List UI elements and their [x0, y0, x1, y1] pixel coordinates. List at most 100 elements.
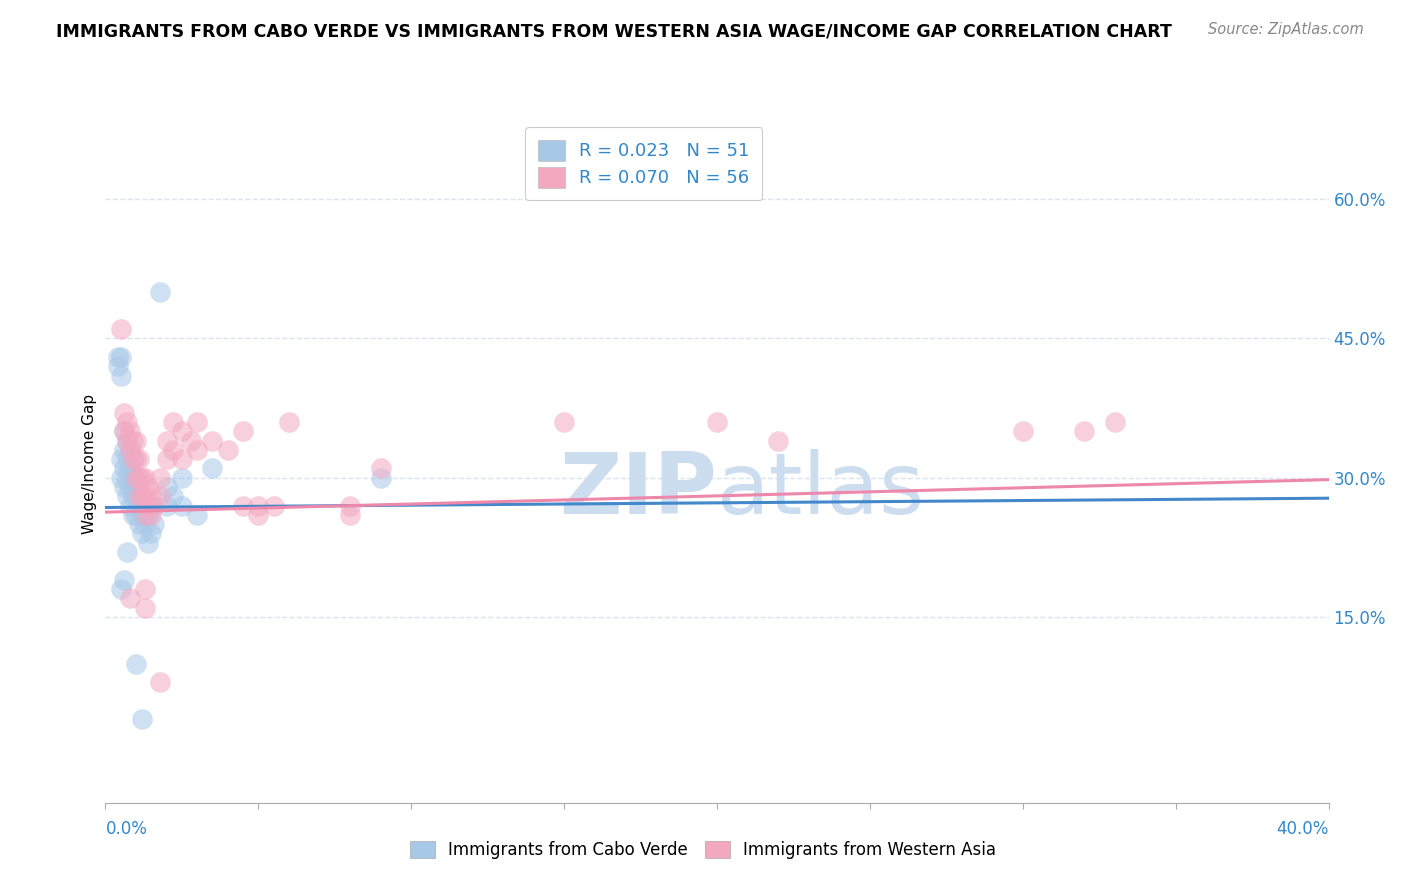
Point — [110, 350, 132, 364]
Point — [110, 582, 132, 597]
Point — [125, 508, 148, 522]
Point — [125, 471, 148, 485]
Point — [141, 526, 163, 541]
Point — [706, 415, 728, 429]
Point — [118, 461, 141, 475]
Point — [186, 415, 208, 429]
Point — [136, 480, 159, 494]
Point — [232, 425, 254, 439]
Point — [122, 452, 145, 467]
Point — [128, 471, 150, 485]
Point — [115, 452, 138, 467]
Point — [107, 350, 129, 364]
Point — [232, 499, 254, 513]
Point — [768, 434, 790, 448]
Point — [180, 434, 202, 448]
Point — [155, 434, 177, 448]
Point — [141, 489, 163, 503]
Point — [149, 471, 172, 485]
Text: atlas: atlas — [717, 450, 925, 533]
Point — [136, 535, 159, 549]
Point — [143, 517, 166, 532]
Point — [217, 442, 239, 457]
Point — [247, 499, 270, 513]
Point — [118, 442, 141, 457]
Text: 0.0%: 0.0% — [105, 820, 148, 838]
Point — [115, 471, 138, 485]
Point — [136, 499, 159, 513]
Point — [143, 499, 166, 513]
Point — [112, 406, 135, 420]
Point — [553, 415, 575, 429]
Point — [128, 480, 150, 494]
Point — [162, 489, 184, 503]
Text: Source: ZipAtlas.com: Source: ZipAtlas.com — [1208, 22, 1364, 37]
Point — [370, 471, 392, 485]
Legend: Immigrants from Cabo Verde, Immigrants from Western Asia: Immigrants from Cabo Verde, Immigrants f… — [402, 833, 1004, 868]
Point — [134, 600, 156, 615]
Point — [370, 461, 392, 475]
Point — [128, 517, 150, 532]
Text: ZIP: ZIP — [560, 450, 717, 533]
Point — [201, 434, 224, 448]
Point — [122, 471, 145, 485]
Point — [118, 425, 141, 439]
Point — [162, 442, 184, 457]
Point — [118, 591, 141, 606]
Point — [155, 499, 177, 513]
Point — [128, 489, 150, 503]
Point — [134, 508, 156, 522]
Point — [131, 712, 153, 726]
Point — [155, 480, 177, 494]
Point — [112, 442, 135, 457]
Point — [112, 425, 135, 439]
Point — [134, 499, 156, 513]
Point — [339, 508, 361, 522]
Point — [110, 322, 132, 336]
Point — [155, 452, 177, 467]
Point — [134, 517, 156, 532]
Point — [107, 359, 129, 374]
Point — [1104, 415, 1126, 429]
Point — [115, 415, 138, 429]
Point — [162, 415, 184, 429]
Point — [112, 461, 135, 475]
Point — [128, 499, 150, 513]
Point — [149, 285, 172, 299]
Point — [136, 508, 159, 522]
Point — [278, 415, 301, 429]
Point — [201, 461, 224, 475]
Point — [112, 425, 135, 439]
Y-axis label: Wage/Income Gap: Wage/Income Gap — [82, 393, 97, 534]
Point — [131, 526, 153, 541]
Point — [115, 489, 138, 503]
Point — [118, 480, 141, 494]
Point — [112, 573, 135, 587]
Point — [122, 434, 145, 448]
Point — [122, 452, 145, 467]
Point — [131, 489, 153, 503]
Point — [134, 489, 156, 503]
Point — [170, 452, 193, 467]
Point — [125, 452, 148, 467]
Point — [122, 508, 145, 522]
Point — [141, 499, 163, 513]
Point — [186, 442, 208, 457]
Point — [125, 657, 148, 671]
Point — [110, 368, 132, 383]
Point — [339, 499, 361, 513]
Point — [149, 489, 172, 503]
Point — [125, 489, 148, 503]
Point — [1011, 425, 1033, 439]
Point — [110, 471, 132, 485]
Point — [131, 508, 153, 522]
Point — [247, 508, 270, 522]
Point — [141, 508, 163, 522]
Point — [170, 471, 193, 485]
Text: 40.0%: 40.0% — [1277, 820, 1329, 838]
Point — [128, 452, 150, 467]
Point — [125, 434, 148, 448]
Point — [115, 434, 138, 448]
Point — [131, 471, 153, 485]
Point — [110, 452, 132, 467]
